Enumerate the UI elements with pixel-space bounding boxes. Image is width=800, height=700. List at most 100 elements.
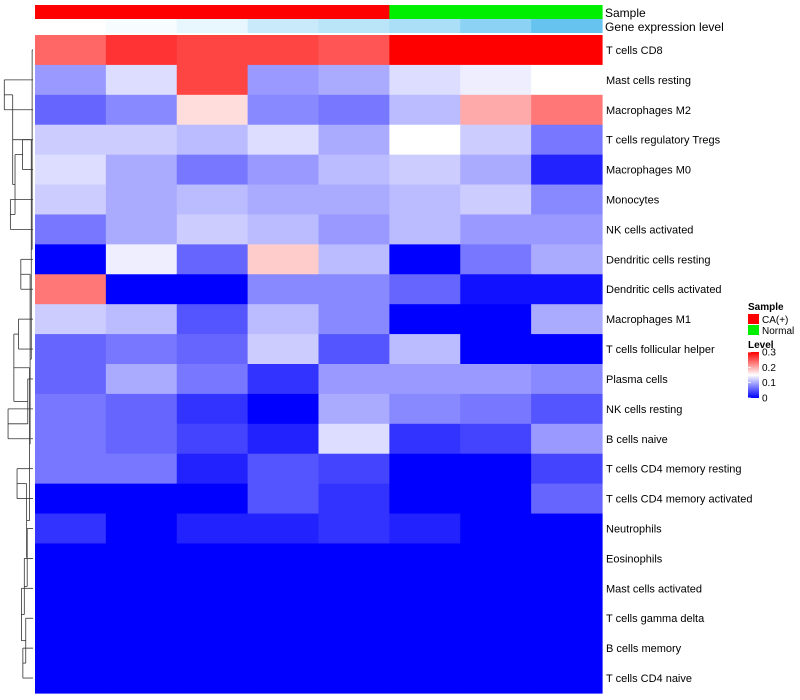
heatmap-cell xyxy=(318,513,390,545)
row-label: T cells CD4 memory activated xyxy=(606,494,753,506)
heatmap-cell xyxy=(176,483,249,515)
heatmap-cell xyxy=(247,304,320,335)
heatmap-cell xyxy=(35,334,107,365)
sample-legend-label-normal: Normal xyxy=(762,326,794,337)
heatmap-cell xyxy=(247,663,320,694)
heatmap-cell xyxy=(389,64,461,96)
heatmap-cell xyxy=(389,184,461,216)
row-dendrogram xyxy=(3,49,33,679)
sample-legend-title: Sample xyxy=(748,302,784,313)
level-legend-colorbar xyxy=(748,352,759,398)
heatmap-cell xyxy=(105,244,178,275)
heatmap-cell xyxy=(460,304,532,335)
row-label: Mast cells activated xyxy=(606,583,702,595)
heatmap-cell xyxy=(531,483,603,515)
heatmap-cell xyxy=(318,633,390,664)
heatmap-cell xyxy=(35,483,107,515)
heatmap-cell xyxy=(460,244,532,275)
heatmap-cell xyxy=(105,603,178,634)
level-tick-label: 0.1 xyxy=(762,378,776,389)
row-label: NK cells resting xyxy=(606,404,682,416)
gene-expression-annotation-cell xyxy=(105,19,178,33)
heatmap-cell xyxy=(531,603,603,634)
row-label: NK cells activated xyxy=(606,224,693,236)
heatmap-cell xyxy=(389,364,461,395)
heatmap-cell xyxy=(460,603,532,634)
heatmap-cell xyxy=(531,334,603,365)
heatmap-cell xyxy=(389,214,461,245)
heatmap-cell xyxy=(247,64,320,96)
heatmap-cell xyxy=(105,393,178,425)
heatmap-cell xyxy=(105,573,178,604)
heatmap-cell xyxy=(460,334,532,365)
heatmap-cell xyxy=(318,124,390,156)
row-label: T cells regulatory Tregs xyxy=(606,135,721,147)
heatmap-cell xyxy=(460,513,532,545)
heatmap-cell xyxy=(247,334,320,365)
heatmap-cell xyxy=(247,124,320,156)
heatmap-cell xyxy=(389,573,461,604)
column-annotations xyxy=(35,5,603,33)
gene-expression-annotation-label: Gene expression level xyxy=(605,20,724,34)
heatmap-cell xyxy=(531,94,603,126)
heatmap-cell xyxy=(105,304,178,335)
heatmap-cell xyxy=(105,543,178,574)
heatmap-cell xyxy=(460,423,532,455)
heatmap-cell xyxy=(460,124,532,156)
row-label: Eosinophils xyxy=(606,553,663,565)
heatmap-cell xyxy=(35,573,107,604)
heatmap-cell xyxy=(176,244,249,275)
heatmap-cell xyxy=(35,633,107,664)
level-tick-label: 0.2 xyxy=(762,363,776,374)
level-legend: Level 0.3 0.2 0.1 0 xyxy=(748,340,776,405)
heatmap-cell xyxy=(105,364,178,395)
heatmap-cell xyxy=(318,35,390,66)
heatmap-cell xyxy=(531,184,603,216)
heatmap-cell xyxy=(389,423,461,455)
heatmap-cell xyxy=(176,573,249,604)
heatmap-cell xyxy=(318,94,390,126)
row-label: Dendritic cells resting xyxy=(606,254,711,266)
heatmap-cell xyxy=(318,214,390,245)
heatmap-cell xyxy=(318,393,390,425)
heatmap-cell xyxy=(318,184,390,216)
heatmap-cell xyxy=(247,184,320,216)
heatmap-cell xyxy=(247,453,320,485)
heatmap-cell xyxy=(531,214,603,245)
gene-expression-annotation-cell xyxy=(460,19,532,33)
heatmap-cell xyxy=(247,274,320,305)
heatmap-cell xyxy=(318,483,390,515)
heatmap-cell xyxy=(35,35,107,66)
heatmap-cell xyxy=(247,573,320,604)
sample-annotation-cell xyxy=(105,5,178,19)
heatmap-cell xyxy=(318,423,390,455)
heatmap-cell xyxy=(531,453,603,485)
heatmap-cell xyxy=(531,64,603,96)
heatmap-cell xyxy=(105,633,178,664)
sample-legend-swatch-ca xyxy=(748,314,759,324)
heatmap-cell xyxy=(247,423,320,455)
heatmap-cell xyxy=(318,64,390,96)
sample-annotation-cell xyxy=(531,5,603,19)
row-label: Neutrophils xyxy=(606,524,662,536)
heatmap-cell xyxy=(460,573,532,604)
heatmap-cell xyxy=(460,35,532,66)
heatmap-cell xyxy=(531,244,603,275)
heatmap-cell xyxy=(318,154,390,186)
heatmap-cell xyxy=(105,35,178,66)
heatmap-cell xyxy=(389,603,461,634)
row-label: Dendritic cells activated xyxy=(606,284,722,296)
heatmap-cell xyxy=(35,64,107,96)
heatmap-cell xyxy=(389,94,461,126)
heatmap-cell xyxy=(105,334,178,365)
heatmap-cell xyxy=(35,124,107,156)
heatmap-cell xyxy=(35,274,107,305)
row-label: Monocytes xyxy=(606,195,660,207)
heatmap-cell xyxy=(176,304,249,335)
heatmap-cell xyxy=(389,244,461,275)
heatmap-cell xyxy=(531,633,603,664)
heatmap-cell xyxy=(176,274,249,305)
heatmap-cell xyxy=(176,453,249,485)
